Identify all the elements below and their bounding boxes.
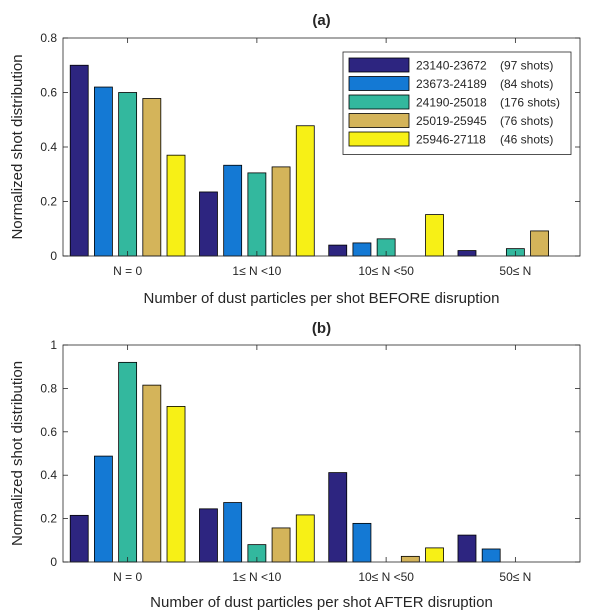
chart-panel-b: 0 0.2 0.4 0.6 0.8 1 N = 0 1≤ N <10 10≤ N <50 50≤ … (9, 320, 581, 611)
bar-0-s2-c1 (247, 172, 267, 257)
chart-panel-a: 0 0.2 0.4 0.6 0.8 N = 0 1≤ N <10 10≤ N <50 50≤ N… (9, 12, 581, 307)
x-axis-label: Number of dust particles per shot AFTER … (150, 594, 493, 611)
bar-1-s1-c0 (94, 455, 113, 563)
legend-swatch-4 (348, 131, 410, 147)
bar-0-s0-c1 (199, 191, 218, 257)
chart-title: (a) (312, 12, 330, 29)
bar-1-s1-c3 (481, 548, 501, 563)
x-tick-label: 10≤ N <50 (358, 570, 414, 584)
y-tick-label: 0.8 (40, 31, 57, 45)
bar-0-s3-c0 (142, 98, 162, 257)
legend-swatch-3 (348, 113, 410, 128)
bar-1-s0-c1 (199, 508, 218, 563)
bar-1-s3-c2 (400, 555, 420, 563)
bar-1-s1-c1 (223, 502, 243, 563)
bar-1-s0-c0 (69, 514, 89, 563)
legend-entry-name-3: 25019-25945 (416, 114, 487, 128)
y-tick-label: 0 (50, 555, 57, 569)
bar-0-s2-c0 (118, 92, 138, 257)
y-tick-label: 0.6 (40, 425, 57, 439)
legend-entry-shots-4: (46 shots) (500, 133, 553, 147)
y-tick-label: 0.4 (40, 140, 57, 154)
legend-entry-shots-2: (176 shots) (500, 96, 560, 110)
legend-swatch-1 (348, 76, 410, 91)
y-tick-label: 0.6 (40, 86, 57, 100)
y-tick-label: 0.2 (40, 512, 57, 526)
bar-1-s2-c0 (118, 361, 138, 563)
legend: 23140-23672 (97 shots) 23673-24189 (84 shot… (342, 51, 572, 155)
bar-0-s1-c0 (94, 86, 113, 257)
bar-0-s0-c2 (328, 244, 348, 257)
legend-entry-name-1: 23673-24189 (416, 77, 487, 91)
bar-0-s4-c1 (295, 125, 315, 257)
bar-1-s4-c0 (166, 406, 186, 563)
legend-entry-shots-1: (84 shots) (500, 77, 553, 91)
legend-entry-name-4: 25946-27118 (416, 133, 486, 147)
bar-1-s4-c2 (425, 547, 444, 563)
bar-1-s0-c3 (457, 534, 477, 563)
legend-entry-name-0: 23140-23672 (416, 59, 487, 73)
bar-1-s4-c1 (295, 514, 315, 563)
bar-1-s0-c2 (328, 472, 348, 563)
chart-title: (b) (312, 320, 331, 337)
x-tick-label: 1≤ N <10 (232, 264, 281, 278)
y-tick-label: 0.4 (40, 468, 57, 482)
bar-0-s3-c3 (530, 230, 549, 257)
bar-0-s4-c0 (166, 154, 186, 257)
x-axis-label: Number of dust particles per shot BEFORE… (144, 290, 500, 307)
legend-swatch-2 (348, 94, 410, 110)
bar-0-s3-c1 (271, 166, 291, 257)
legend-entry-shots-0: (97 shots) (500, 59, 553, 73)
legend-entry-shots-3: (76 shots) (500, 114, 553, 128)
x-tick-label: 50≤ N (499, 570, 531, 584)
y-tick-label: 1 (50, 338, 57, 352)
legend-swatch-0 (348, 57, 410, 73)
bar-1-s1-c2 (352, 522, 372, 563)
bar-1-s3-c0 (142, 384, 162, 563)
x-tick-label: 1≤ N <10 (232, 570, 281, 584)
y-axis-label: Normalized shot distribution (9, 54, 26, 239)
legend-entry-name-2: 24190-25018 (416, 96, 487, 110)
x-tick-label: N = 0 (113, 264, 142, 278)
bar-0-s1-c2 (352, 242, 372, 257)
y-axis-label: Normalized shot distribution (9, 361, 26, 546)
y-tick-label: 0.8 (40, 381, 57, 395)
bar-0-s4-c2 (425, 214, 444, 257)
y-tick-label: 0 (50, 249, 57, 263)
bar-1-s3-c1 (271, 527, 291, 563)
x-tick-label: N = 0 (113, 570, 142, 584)
bar-0-s0-c0 (69, 64, 89, 257)
x-tick-label: 50≤ N (499, 264, 531, 278)
x-tick-label: 10≤ N <50 (358, 264, 414, 278)
bar-0-s1-c1 (223, 164, 243, 257)
bar-0-s0-c3 (457, 250, 477, 257)
y-tick-label: 0.2 (40, 195, 57, 209)
plot-area-frame (62, 344, 581, 563)
